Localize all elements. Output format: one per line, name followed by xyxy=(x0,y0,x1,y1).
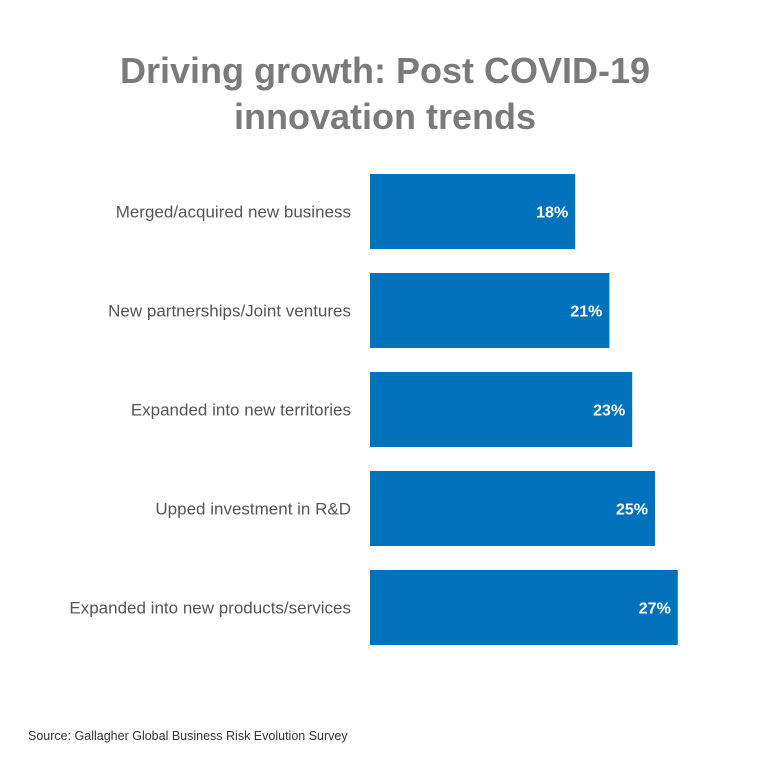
value-label: 23% xyxy=(593,403,625,420)
category-label: Expanded into new territories xyxy=(131,401,351,420)
bar xyxy=(370,273,610,348)
bar xyxy=(370,372,633,447)
value-label: 25% xyxy=(616,502,648,519)
category-label: Merged/acquired new business xyxy=(116,203,351,222)
source-note: Source: Gallagher Global Business Risk E… xyxy=(28,729,348,743)
category-label: New partnerships/Joint ventures xyxy=(108,302,351,321)
value-label: 18% xyxy=(536,205,568,222)
bar xyxy=(370,570,678,645)
chart-title: Driving growth: Post COVID-19 innovation… xyxy=(119,50,651,137)
category-label: Expanded into new products/services xyxy=(69,599,351,618)
bar xyxy=(370,174,576,249)
value-label: 27% xyxy=(639,601,671,618)
category-label: Upped investment in R&D xyxy=(155,500,351,519)
value-label: 21% xyxy=(570,304,602,321)
bar xyxy=(370,471,655,546)
